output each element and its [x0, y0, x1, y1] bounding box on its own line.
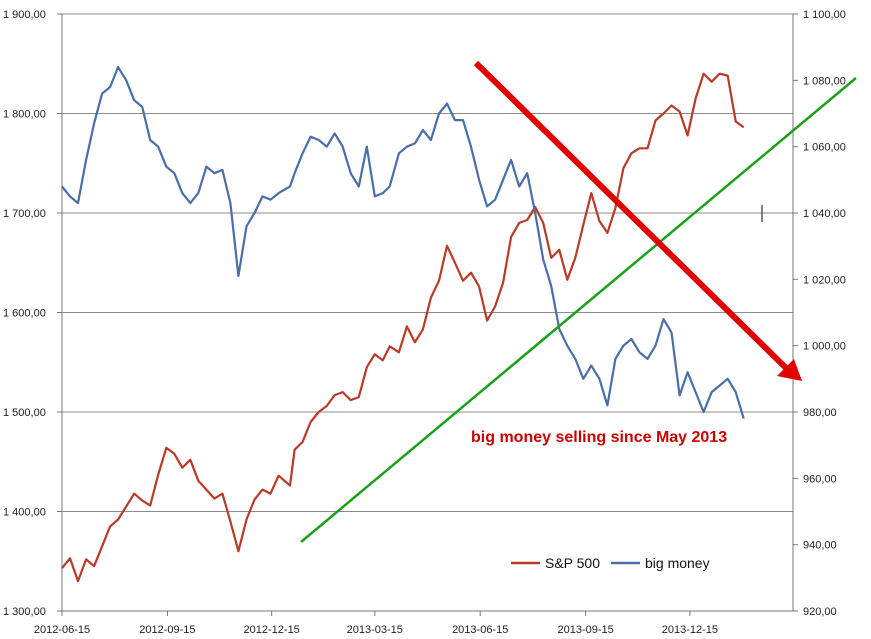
x-axis-ticks: 2012-06-15 2012-09-15 2012-12-15 2013-03-15…: [34, 611, 718, 636]
x-tick-label: 2013-06-15: [452, 624, 508, 636]
left-tick-label: 1 300,00: [3, 606, 46, 618]
series-line-0: [61, 72, 745, 583]
trend-layer: [300, 60, 857, 543]
right-tick-label: 1 060,00: [803, 142, 846, 154]
left-tick-label: 1 700,00: [3, 208, 46, 220]
red-arrow-head: [777, 359, 802, 381]
series-line-1: [61, 65, 745, 419]
right-tick-label: 920,00: [803, 606, 837, 618]
x-tick-label: 2012-06-15: [34, 624, 90, 636]
left-tick-label: 1 400,00: [3, 507, 46, 519]
annotation-text: big money selling since May 2013: [471, 429, 727, 446]
green-trend-line: [300, 77, 857, 543]
legend-label-sp500: S&P 500: [545, 555, 600, 571]
x-tick-label: 2012-09-15: [139, 624, 195, 636]
red-arrow-shaft: [473, 60, 789, 371]
x-tick-label: 2012-12-15: [244, 624, 300, 636]
right-tick-label: 1 040,00: [803, 208, 846, 220]
x-tick-label: 2013-03-15: [347, 624, 403, 636]
right-tick-label: 1 080,00: [803, 75, 846, 87]
right-tick-label: 1 020,00: [803, 274, 846, 286]
x-tick-label: 2013-12-15: [662, 624, 718, 636]
right-tick-label: 940,00: [803, 540, 837, 552]
left-tick-label: 1 500,00: [3, 407, 46, 419]
left-tick-label: 1 800,00: [3, 109, 46, 121]
right-tick-label: 1 000,00: [803, 341, 846, 353]
series-layer: [61, 65, 745, 583]
legend: S&P 500 big money: [511, 555, 710, 571]
x-tick-label: 2013-09-15: [557, 624, 613, 636]
left-tick-label: 1 900,00: [3, 9, 46, 21]
right-axis-ticks: 920,00 940,00 960,00 980,00 1 000,00 1 020,00…: [793, 9, 846, 618]
left-tick-label: 1 600,00: [3, 308, 46, 320]
right-tick-label: 980,00: [803, 407, 837, 419]
right-tick-label: 960,00: [803, 473, 837, 485]
left-axis-ticks: 1 300,00 1 400,00 1 500,00 1 600,00 1 700,00…: [3, 9, 62, 618]
right-tick-label: 1 100,00: [803, 9, 846, 21]
legend-label-big-money: big money: [645, 555, 710, 571]
